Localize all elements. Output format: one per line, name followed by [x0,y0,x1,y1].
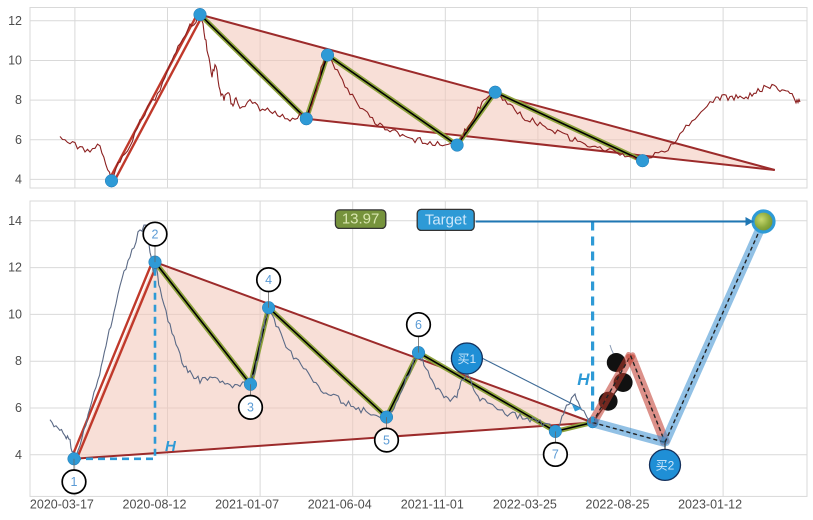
svg-text:2021-11-01: 2021-11-01 [401,497,464,511]
svg-text:H: H [165,438,177,455]
svg-text:4: 4 [15,448,22,462]
svg-text:4: 4 [265,273,272,287]
svg-text:8: 8 [15,93,22,107]
svg-text:2022-03-25: 2022-03-25 [493,497,557,511]
svg-text:1: 1 [71,475,78,489]
svg-text:H: H [577,370,590,389]
svg-text:4: 4 [15,172,22,186]
svg-text:2021-06-04: 2021-06-04 [308,497,372,511]
svg-text:6: 6 [15,401,22,415]
svg-text:10: 10 [8,307,22,321]
svg-text:10: 10 [8,53,22,67]
svg-text:6: 6 [415,318,422,332]
svg-text:2021-01-07: 2021-01-07 [215,497,279,511]
svg-text:2: 2 [152,227,159,241]
svg-text:8: 8 [15,354,22,368]
svg-text:6: 6 [15,133,22,147]
svg-text:7: 7 [552,448,559,462]
svg-text:13.97: 13.97 [342,211,380,228]
svg-text:5: 5 [383,433,390,447]
svg-text:2023-01-12: 2023-01-12 [678,497,742,511]
svg-text:2022-08-25: 2022-08-25 [586,497,650,511]
svg-text:买2: 买2 [656,458,675,472]
svg-text:2020-03-17: 2020-03-17 [30,497,94,511]
svg-text:3: 3 [247,401,254,415]
svg-text:12: 12 [8,14,22,28]
svg-text:2020-08-12: 2020-08-12 [123,497,187,511]
svg-text:买1: 买1 [458,352,477,366]
svg-text:14: 14 [8,214,22,228]
svg-text:Target: Target [425,212,468,229]
svg-text:12: 12 [8,261,22,275]
